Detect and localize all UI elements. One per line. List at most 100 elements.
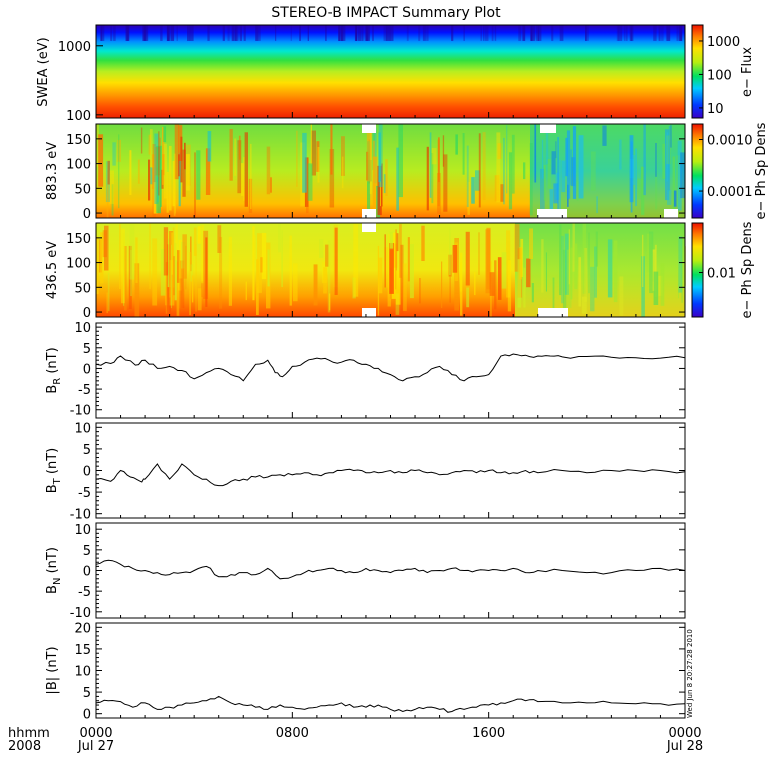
- swea-streak: [626, 25, 628, 41]
- swea-streak: [618, 25, 623, 41]
- pad-streak: [389, 243, 394, 294]
- pad-streak: [541, 239, 544, 293]
- pad-streak: [668, 126, 671, 191]
- pad-streak: [649, 231, 654, 294]
- pad-streak: [547, 159, 551, 189]
- pad-streak: [289, 235, 292, 306]
- pad-streak: [134, 263, 140, 317]
- swea-streak: [325, 25, 327, 41]
- pad-streak: [506, 125, 508, 194]
- pad-streak: [630, 141, 633, 213]
- swea-streak: [189, 25, 194, 41]
- pad-streak: [389, 231, 394, 249]
- pad883-gap-top-2: [540, 124, 556, 133]
- pad-streak: [681, 239, 683, 303]
- pad-streak: [178, 152, 181, 207]
- swea-streak: [483, 25, 485, 41]
- pad-streak: [466, 287, 470, 308]
- pad-streak: [316, 141, 320, 172]
- swea-streak: [532, 25, 536, 41]
- pad883-y-axis: 0 50 100 150: [66, 133, 685, 222]
- pad-streak: [293, 263, 298, 302]
- pad-streak: [500, 184, 504, 202]
- pad-streak: [514, 224, 520, 272]
- pad-streak: [186, 154, 190, 191]
- pad-streak: [590, 266, 595, 312]
- pad-streak: [160, 145, 162, 207]
- y-tick-label: 100: [66, 109, 91, 124]
- pad-streak: [568, 229, 570, 285]
- swea-streak: [372, 25, 374, 41]
- pad436-colorbar-ticks: 0.01: [699, 267, 736, 282]
- pad-streak: [180, 136, 183, 183]
- swea-streak: [422, 25, 426, 41]
- pad-streak: [366, 126, 372, 182]
- pad-streak: [578, 257, 581, 307]
- swea-streak: [338, 25, 342, 41]
- swea-spectrogram: [96, 25, 685, 118]
- pad-streak: [466, 145, 469, 207]
- pad-streak: [302, 132, 307, 193]
- swea-streak: [176, 25, 178, 41]
- pad-streak: [123, 233, 125, 306]
- date-tick-label: Jul 27: [77, 739, 114, 754]
- pad-streak: [666, 132, 669, 182]
- pad-streak: [452, 245, 458, 273]
- pad-streak: [158, 131, 160, 196]
- pad-streak: [655, 142, 657, 177]
- swea-streak: [676, 25, 679, 41]
- pad-streak: [529, 143, 533, 216]
- swea-streak: [418, 25, 421, 41]
- pad-streak: [384, 247, 389, 288]
- y-tick-label: 50: [74, 182, 91, 197]
- pad-streak: [584, 248, 587, 302]
- pad-streak: [195, 244, 197, 312]
- pad436-gap-top-1: [362, 223, 376, 232]
- pad-streak: [96, 124, 99, 167]
- bmag-ylabel: |B| (nT): [45, 646, 60, 694]
- br-panel: -10 -5 0 5 10 BR (nT): [45, 321, 686, 419]
- pad-streak: [130, 250, 132, 296]
- pad-streak: [523, 267, 526, 308]
- pad-streak: [219, 237, 223, 309]
- pad-streak: [607, 239, 613, 298]
- swea-streak: [125, 25, 130, 41]
- pad-streak: [596, 196, 598, 214]
- y-tick-label: 0: [83, 306, 91, 321]
- pad-streak: [310, 124, 312, 165]
- swea-streak: [299, 25, 301, 41]
- swea-streak: [100, 25, 103, 41]
- pad-streak: [448, 254, 452, 277]
- pad-streak: [189, 252, 191, 316]
- swea-streak: [585, 25, 587, 41]
- swea-streak: [630, 25, 634, 41]
- pad-streak: [392, 243, 398, 268]
- swea-streak: [629, 25, 633, 41]
- pad-streak: [257, 233, 262, 293]
- pad-streak: [680, 152, 685, 199]
- swea-texture: [100, 25, 683, 41]
- swea-streak: [166, 25, 171, 41]
- pad-streak: [306, 158, 309, 214]
- pad-streak: [378, 257, 383, 294]
- pad-streak: [378, 124, 383, 188]
- swea-streak: [341, 25, 346, 41]
- swea-streak: [113, 25, 116, 41]
- pad436-colorbar-label: e− Ph Sp Dens: [740, 221, 755, 318]
- swea-streak: [126, 25, 129, 41]
- pad-streak: [107, 160, 110, 185]
- time-tick-label: 0000: [79, 726, 112, 741]
- pad-streak: [121, 228, 125, 304]
- swea-streak: [679, 25, 683, 41]
- pad436-ylabel: 436.5 eV: [45, 241, 60, 299]
- pad-streak: [129, 150, 132, 195]
- pad-streak: [323, 267, 327, 294]
- pad-streak: [561, 235, 564, 304]
- pad-streak: [635, 148, 637, 207]
- pad-streak: [353, 223, 359, 297]
- swea-streak: [144, 25, 146, 41]
- swea-streak: [361, 25, 364, 41]
- swea-streak: [585, 25, 589, 41]
- date-tick-label: Jul 28: [666, 739, 703, 754]
